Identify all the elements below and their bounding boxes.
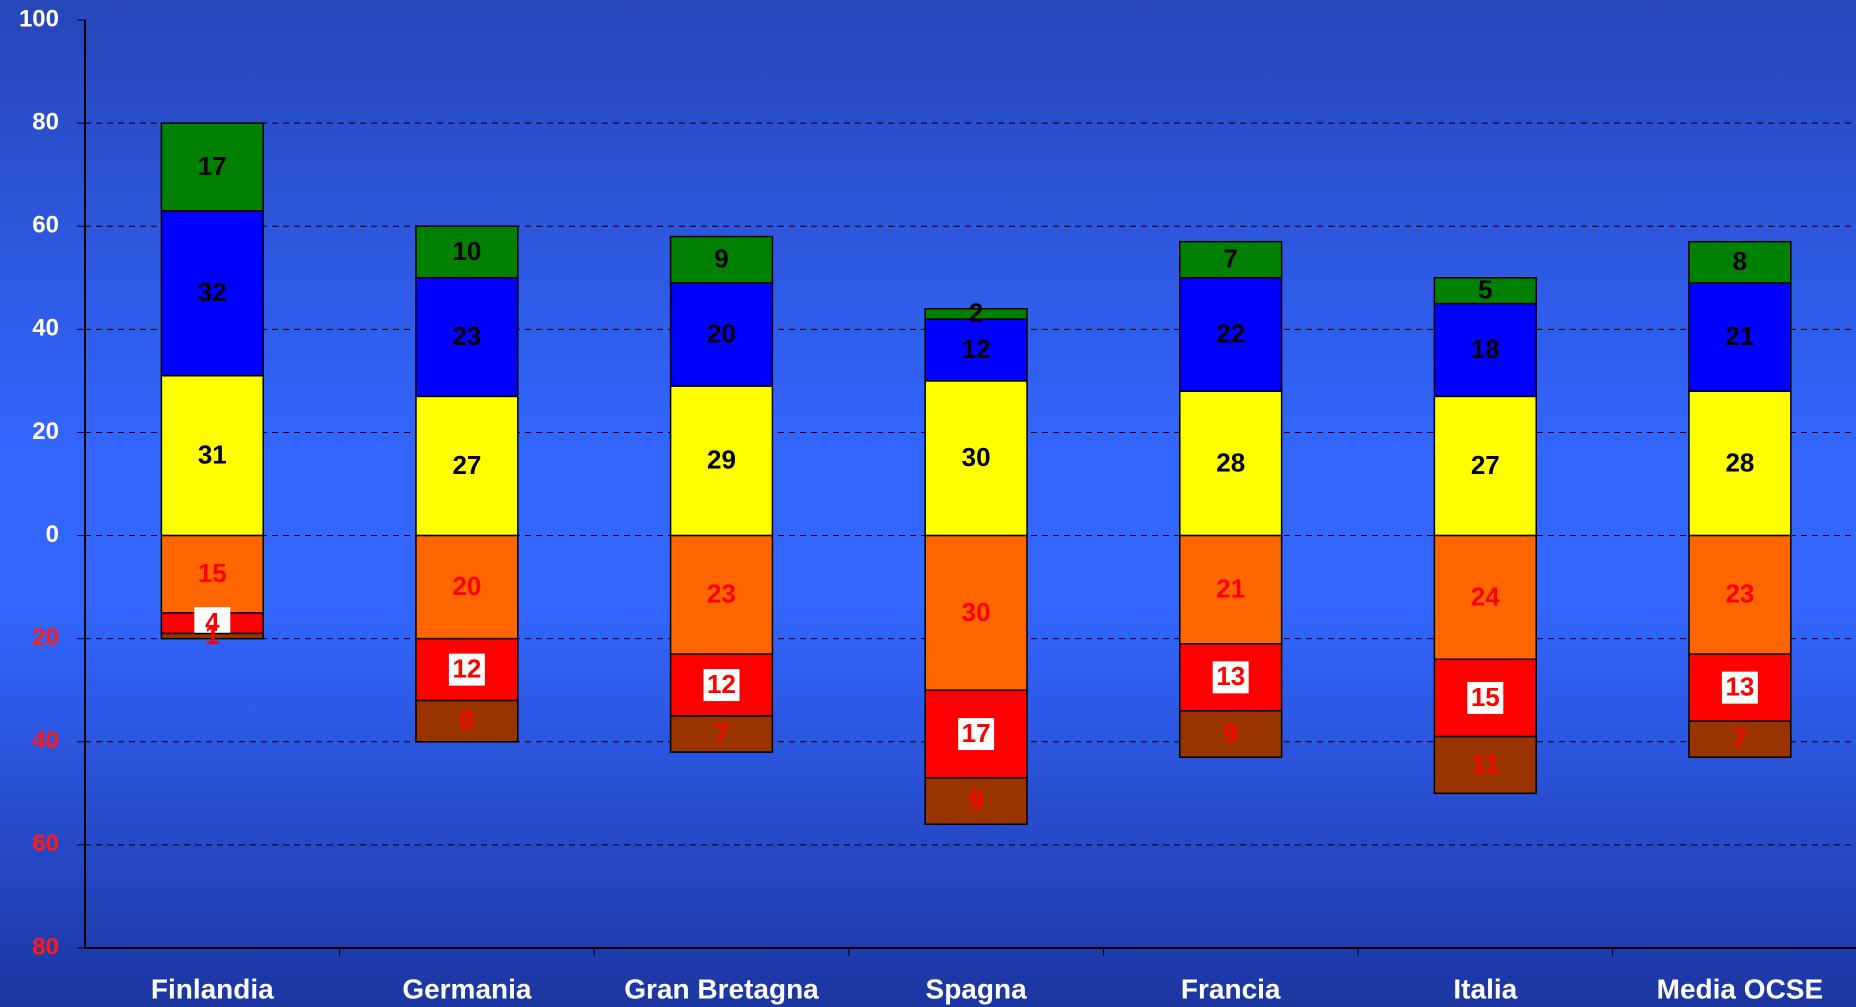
value-label: 4 xyxy=(205,607,220,637)
value-label: 7 xyxy=(714,718,728,748)
bar-segment xyxy=(1688,240,1792,284)
value-label: 28 xyxy=(1216,447,1245,477)
value-label: 30 xyxy=(962,442,991,472)
bar-segment xyxy=(1688,282,1792,392)
value-label: 8 xyxy=(1733,246,1747,276)
bar-segment xyxy=(1179,240,1283,279)
bar-segment xyxy=(924,777,1028,826)
value-label: 24 xyxy=(1471,581,1500,611)
bar-segment xyxy=(669,235,774,284)
value-label: 23 xyxy=(707,579,736,609)
label-box xyxy=(703,669,740,702)
bar-segment xyxy=(924,380,1028,537)
value-label: 20 xyxy=(452,571,481,601)
value-label: 12 xyxy=(707,669,736,699)
y-tick-label: 40 xyxy=(32,315,59,342)
y-tick-label: 80 xyxy=(32,108,59,135)
bar-segment xyxy=(1433,395,1537,537)
value-label: 23 xyxy=(1725,579,1754,609)
bar-segment xyxy=(669,282,774,387)
value-label: 12 xyxy=(962,334,991,364)
x-tick-label: Italia xyxy=(1453,973,1517,1004)
value-label: 9 xyxy=(969,785,983,815)
bar-segment xyxy=(160,122,264,212)
bar-segment xyxy=(1179,710,1283,758)
value-label: 31 xyxy=(198,440,227,470)
bar-segment xyxy=(160,210,264,377)
x-tick-label: Finlandia xyxy=(151,973,274,1004)
bar-segment xyxy=(1179,534,1283,645)
value-label: 17 xyxy=(198,151,227,181)
value-label: 12 xyxy=(452,653,481,683)
value-label: 2 xyxy=(969,298,983,328)
y-tick-label: 80 xyxy=(32,933,59,960)
bar-segment xyxy=(669,715,774,753)
x-tick-label: Francia xyxy=(1181,973,1281,1004)
x-tick-label: Media OCSE xyxy=(1657,973,1823,1004)
y-tick-label: 20 xyxy=(32,624,59,651)
bar-segment xyxy=(1688,720,1792,758)
label-box xyxy=(448,653,485,686)
bar-segment xyxy=(415,699,519,743)
y-tick-label: 20 xyxy=(32,418,59,445)
value-label: 21 xyxy=(1725,321,1754,351)
x-tick-label: Germania xyxy=(402,973,532,1004)
value-label: 27 xyxy=(452,450,481,480)
value-label: 9 xyxy=(1223,718,1237,748)
bar-segment xyxy=(1688,534,1792,655)
label-box xyxy=(1721,671,1758,704)
value-label: 13 xyxy=(1216,661,1245,691)
value-label: 7 xyxy=(1733,723,1747,753)
label-box xyxy=(1467,681,1504,714)
x-tick-label: Gran Bretagna xyxy=(624,973,819,1004)
value-label: 28 xyxy=(1725,447,1754,477)
value-label: 15 xyxy=(1471,682,1500,712)
bar-segment xyxy=(160,632,264,640)
bar-segment xyxy=(924,318,1028,382)
value-label: 21 xyxy=(1216,574,1245,604)
value-label: 9 xyxy=(714,244,728,274)
bar-segment xyxy=(669,534,774,655)
bar-segment xyxy=(160,534,264,614)
y-tick-label: 60 xyxy=(32,212,59,239)
value-label: 32 xyxy=(198,277,227,307)
bar-segment xyxy=(1688,390,1792,537)
value-label: 29 xyxy=(707,445,736,475)
value-label: 13 xyxy=(1725,672,1754,702)
value-label: 5 xyxy=(1478,275,1492,305)
bar-segment xyxy=(415,225,519,279)
label-box xyxy=(1212,661,1249,694)
value-label: 20 xyxy=(707,318,736,348)
value-label: 1 xyxy=(205,620,219,650)
value-label: 22 xyxy=(1216,318,1245,348)
value-label: 17 xyxy=(962,718,991,748)
y-tick-label: 0 xyxy=(46,521,59,548)
value-label: 8 xyxy=(460,705,474,735)
value-label: 10 xyxy=(452,236,481,266)
bar-segment xyxy=(1433,735,1537,795)
value-label: 7 xyxy=(1223,244,1237,274)
bar-segment xyxy=(415,277,519,398)
value-label: 30 xyxy=(962,597,991,627)
bar-segment xyxy=(1433,277,1537,305)
value-label: 18 xyxy=(1471,334,1500,364)
y-tick-label: 40 xyxy=(32,727,59,754)
y-tick-label: 100 xyxy=(19,5,59,32)
y-tick-label: 60 xyxy=(32,830,59,857)
value-label: 23 xyxy=(452,321,481,351)
value-label: 11 xyxy=(1472,749,1500,779)
bar-segment xyxy=(415,395,519,537)
value-label: 27 xyxy=(1471,450,1500,480)
bar-segment xyxy=(1433,302,1537,398)
bar-segment xyxy=(415,534,519,640)
x-tick-label: Spagna xyxy=(926,973,1028,1004)
bar-segment xyxy=(669,385,774,537)
bar-segment xyxy=(1433,534,1537,661)
bar-segment xyxy=(160,374,264,537)
value-label: 15 xyxy=(198,558,227,588)
label-box xyxy=(958,718,995,751)
bar-segment xyxy=(924,307,1028,320)
